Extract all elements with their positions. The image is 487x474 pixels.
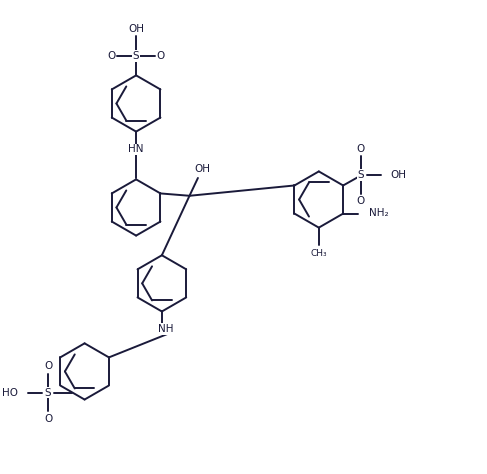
- Text: OH: OH: [390, 170, 406, 180]
- Text: O: O: [44, 414, 52, 424]
- Text: NH: NH: [158, 324, 173, 334]
- Text: OH: OH: [128, 24, 144, 34]
- Text: HO: HO: [1, 388, 18, 398]
- Text: O: O: [156, 51, 165, 61]
- Text: HN: HN: [129, 145, 144, 155]
- Text: CH₃: CH₃: [311, 249, 327, 258]
- Text: S: S: [133, 51, 139, 61]
- Text: O: O: [357, 196, 365, 206]
- Text: S: S: [357, 170, 364, 180]
- Text: O: O: [108, 51, 116, 61]
- Text: O: O: [357, 144, 365, 154]
- Text: O: O: [44, 361, 52, 371]
- Text: S: S: [45, 388, 51, 398]
- Text: NH₂: NH₂: [369, 208, 389, 218]
- Text: OH: OH: [195, 164, 210, 173]
